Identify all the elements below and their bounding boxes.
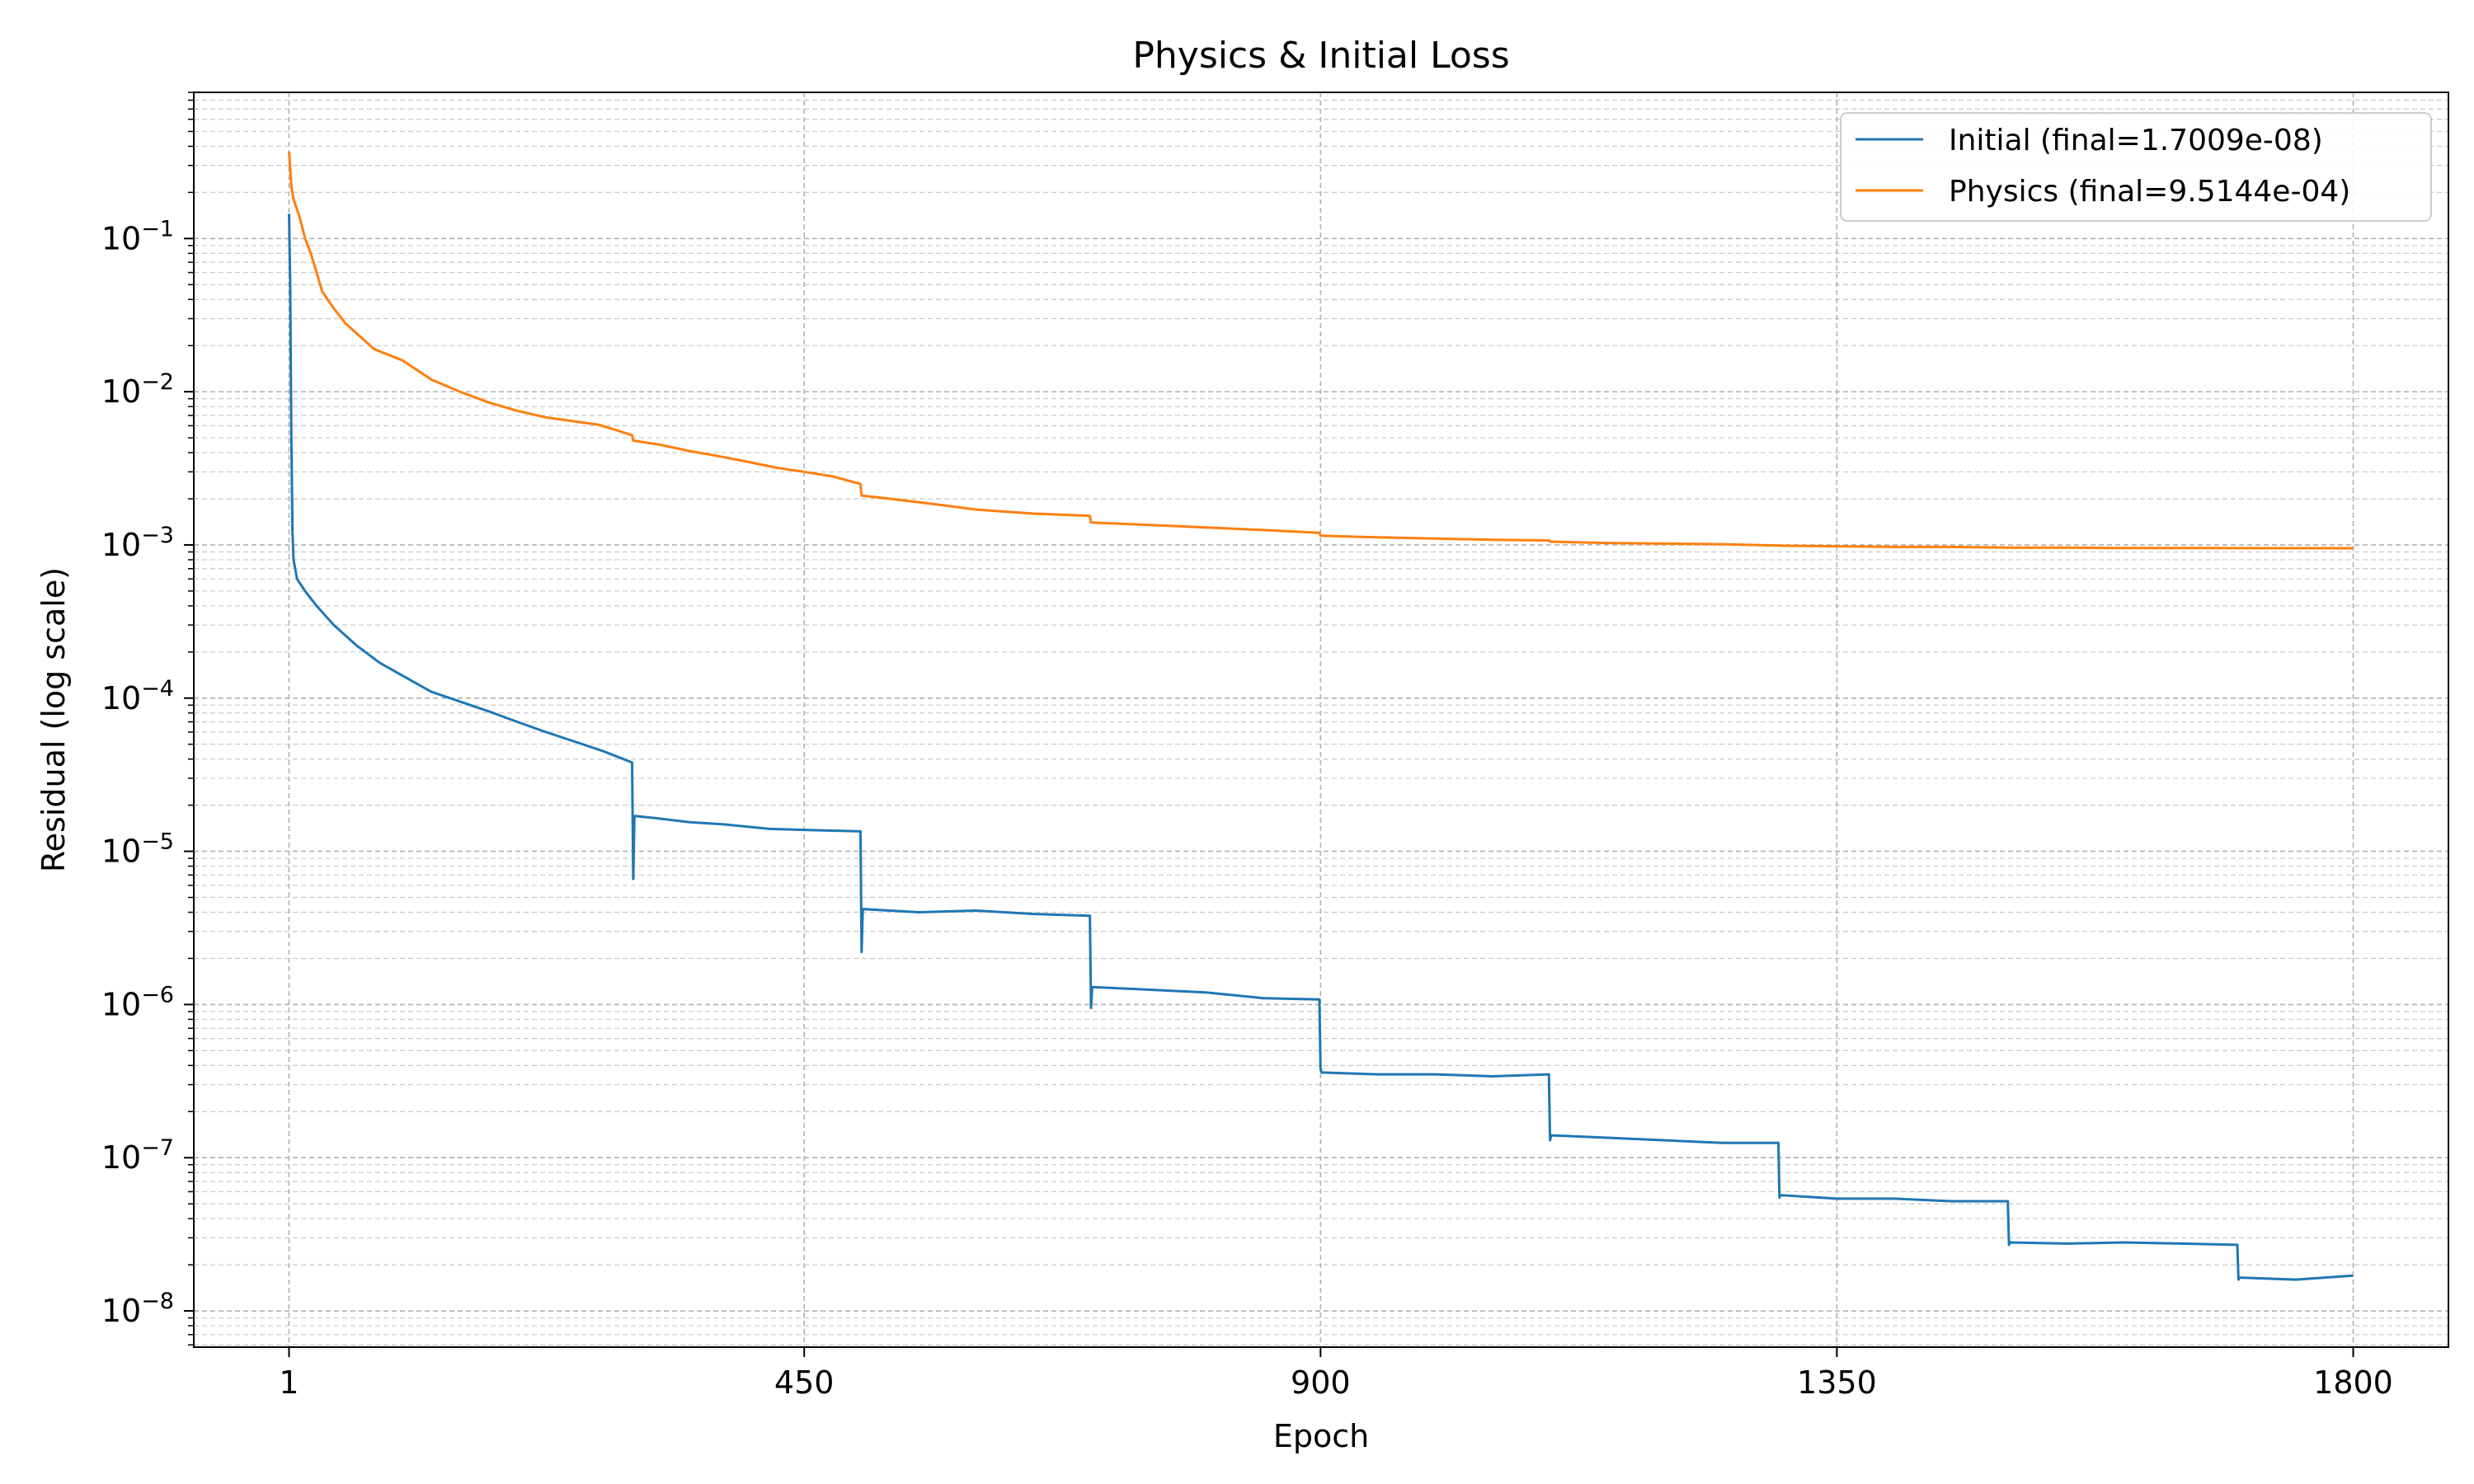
x-tick-label: 450 [774, 1364, 835, 1401]
legend: Initial (final=1.7009e-08) Physics (fina… [1840, 112, 2432, 222]
x-tick-label: 1800 [2313, 1364, 2393, 1401]
legend-box [1840, 112, 2432, 222]
y-tick-label: 10−4 [101, 676, 174, 716]
y-tick-label: 10−2 [101, 369, 174, 410]
x-axis-label: Epoch [1273, 1418, 1369, 1454]
series-line-initial [288, 214, 2354, 1281]
x-axis-ticks: 1 450 900 1350 1800 [279, 1347, 2393, 1401]
x-tick-label: 1 [279, 1364, 299, 1401]
series-line-physics [288, 151, 2354, 550]
x-tick-label: 1350 [1797, 1364, 1877, 1401]
y-axis-label: Residual (log scale) [35, 567, 72, 872]
y-tick-label: 10−1 [101, 216, 174, 256]
grid [194, 92, 2448, 1347]
legend-label-physics: Physics (final=9.5144e-04) [1949, 175, 2350, 209]
series-lines [288, 151, 2354, 1281]
legend-label-initial: Initial (final=1.7009e-08) [1949, 124, 2323, 157]
chart-title: Physics & Initial Loss [1132, 35, 1509, 77]
y-tick-label: 10−8 [101, 1289, 174, 1329]
y-axis-ticks: 10−1 10−2 10−3 10−4 10−5 10−6 10−7 10−8 [101, 92, 194, 1346]
x-tick-label: 900 [1291, 1364, 1351, 1401]
y-tick-label: 10−7 [101, 1135, 174, 1176]
y-tick-label: 10−6 [101, 982, 174, 1022]
y-tick-label: 10−3 [101, 523, 174, 563]
y-tick-label: 10−5 [101, 829, 174, 870]
